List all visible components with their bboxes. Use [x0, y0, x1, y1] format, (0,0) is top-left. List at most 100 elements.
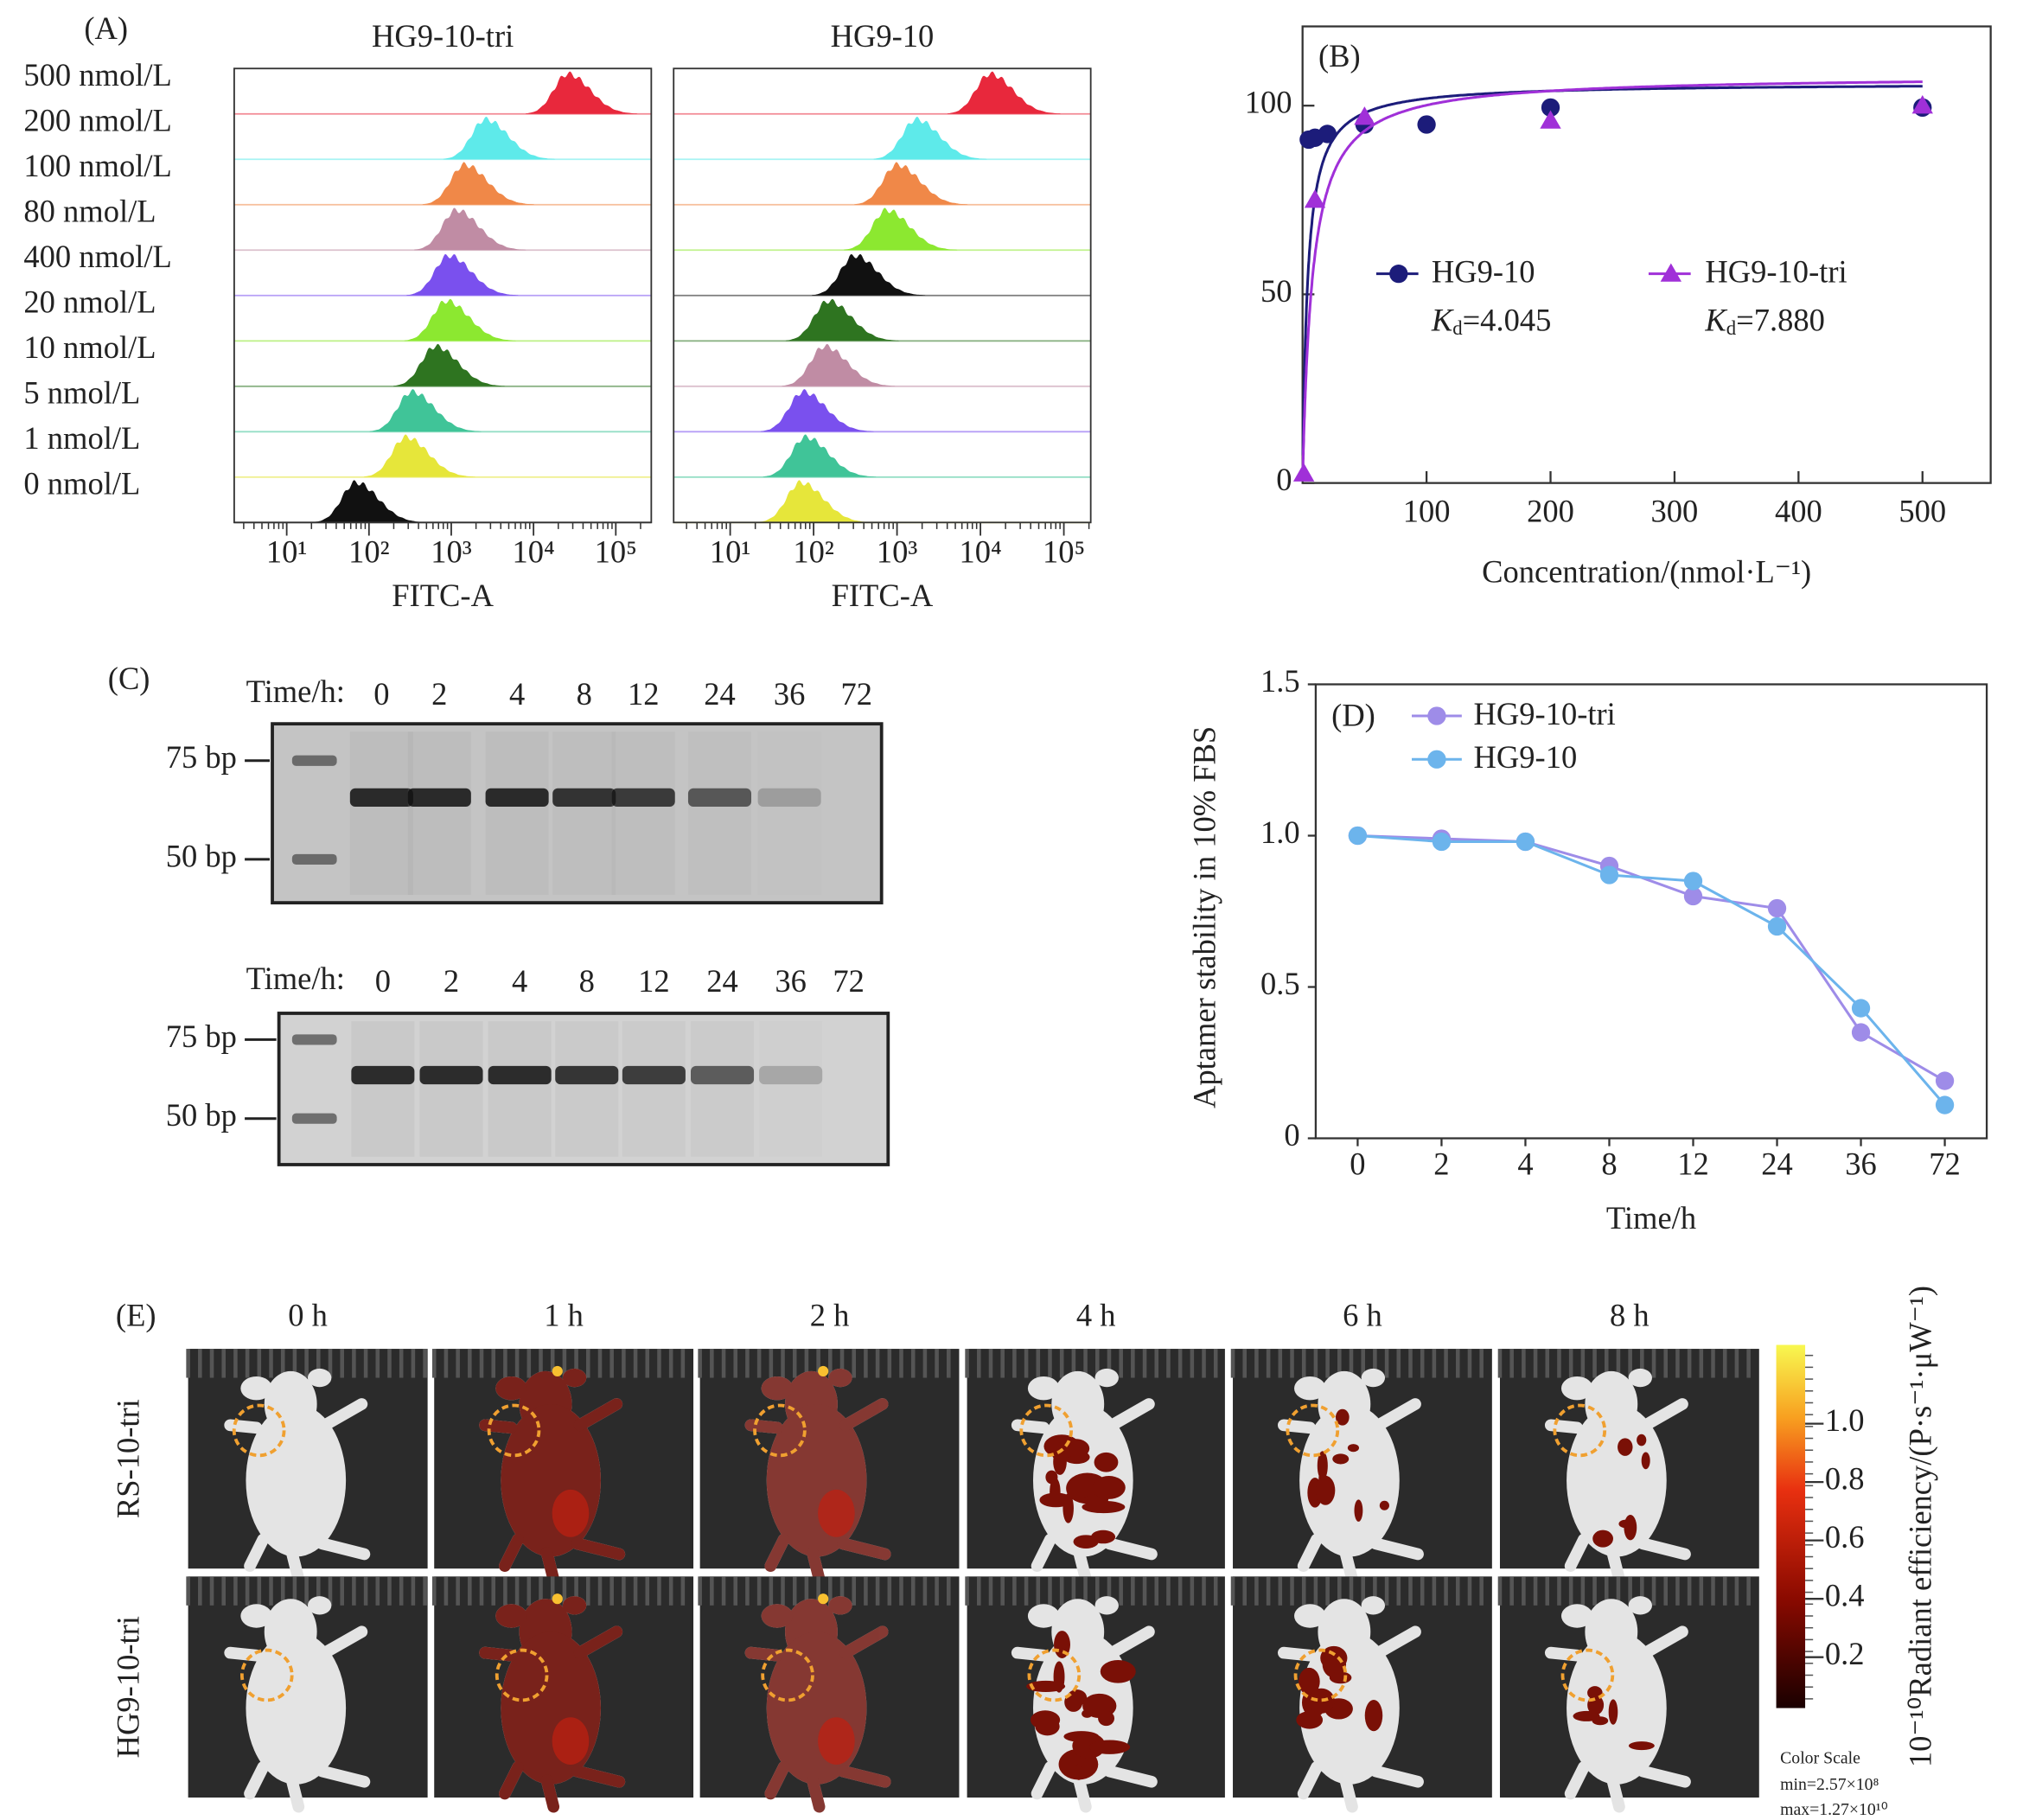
- kd-symbol: K: [1704, 303, 1727, 338]
- signal-blob: [1379, 1500, 1389, 1510]
- mouse-ear: [761, 1604, 794, 1628]
- time-label: 8 h: [1610, 1297, 1650, 1332]
- lane-label: 0: [373, 676, 389, 712]
- plot-frame: [1314, 683, 1988, 1140]
- time-label: 2 h: [810, 1297, 850, 1332]
- roi-circle: [487, 1403, 541, 1458]
- roi-circle: [1293, 1648, 1348, 1702]
- ladder-band: [291, 1034, 337, 1045]
- ladder-band: [291, 853, 337, 865]
- legend-marker: [1389, 265, 1408, 284]
- colorbar-tick-label: 0.8: [1825, 1461, 1865, 1497]
- marker: [1851, 999, 1871, 1018]
- signal-hotspot: [552, 1593, 563, 1605]
- scale-title: Color Scale: [1780, 1748, 1860, 1767]
- x-tick-label: 10³: [431, 534, 472, 570]
- histogram: [369, 389, 482, 432]
- marker: [1432, 832, 1452, 852]
- image-panel: [965, 1576, 1225, 1813]
- x-tick-label: 300: [1651, 494, 1699, 529]
- kd-value: =7.880: [1736, 303, 1825, 338]
- signal-blob: [1026, 1680, 1066, 1692]
- row-label: 5 nmol/L: [23, 375, 140, 411]
- signal-blob: [1354, 1499, 1363, 1522]
- y-tick-label: 0: [1284, 1117, 1299, 1153]
- row-label: 500 nmol/L: [23, 57, 171, 93]
- time-label: Time/h:: [246, 961, 345, 996]
- signal-blob: [1608, 1699, 1618, 1725]
- x-tick-label: 12: [1677, 1146, 1709, 1181]
- histogram: [873, 116, 987, 160]
- signal-blob: [1637, 1434, 1647, 1446]
- marker: [1851, 1023, 1871, 1042]
- gel-band: [759, 1065, 823, 1085]
- marker: [1304, 189, 1326, 208]
- mouse-ear: [1094, 1368, 1119, 1388]
- lane-label: 36: [775, 963, 807, 999]
- image-panel: [186, 1349, 428, 1586]
- row-label: 0 nmol/L: [23, 466, 140, 501]
- mouse-ear: [307, 1368, 332, 1388]
- series-line: [1357, 833, 1946, 1107]
- histogram: [422, 162, 535, 205]
- gel-band: [351, 1065, 415, 1085]
- marker: [1540, 110, 1561, 129]
- panel-label: (E): [116, 1297, 156, 1332]
- row-label: 20 nmol/L: [23, 284, 156, 320]
- roi-circle: [1560, 1648, 1615, 1702]
- x-tick-label: 10⁴: [513, 534, 555, 570]
- time-label: 6 h: [1343, 1297, 1382, 1332]
- histogram: [406, 253, 519, 296]
- fit-curve: [1301, 85, 1923, 456]
- image-panel: [1230, 1349, 1492, 1586]
- lane-smear: [759, 1021, 822, 1157]
- mouse-ear: [1628, 1596, 1652, 1615]
- lane-label: 12: [628, 676, 660, 712]
- image-panel: [698, 1576, 960, 1813]
- chart-title: HG9-10-tri: [372, 18, 514, 54]
- histogram: [443, 116, 556, 160]
- lane-label: 0: [375, 963, 391, 999]
- signal-blob: [1347, 1444, 1360, 1453]
- marker: [1516, 832, 1535, 852]
- row-label: 100 nmol/L: [23, 148, 171, 183]
- image-panel: [698, 1349, 960, 1586]
- signal-hotspot: [818, 1717, 855, 1765]
- lane-smear: [351, 1021, 415, 1157]
- mouse-limbs: [479, 1398, 626, 1586]
- series-line: [1357, 833, 1946, 1082]
- signal-blob: [1088, 1740, 1131, 1754]
- lane-label: 24: [706, 963, 738, 999]
- chart-title: HG9-10: [831, 18, 935, 54]
- signal-blob: [1641, 1452, 1650, 1470]
- histogram: [392, 343, 506, 386]
- row-label: 80 nmol/L: [23, 194, 156, 229]
- signal-blob: [1100, 1659, 1136, 1683]
- lane-label: 72: [841, 676, 873, 712]
- row-label: 200 nmol/L: [23, 103, 171, 138]
- histogram: [947, 71, 1062, 114]
- histogram: [760, 389, 875, 432]
- image-panel: [965, 1349, 1225, 1586]
- x-tick-label: 10³: [877, 534, 918, 570]
- mouse-ear: [828, 1596, 852, 1615]
- signal-blob: [1618, 1438, 1633, 1456]
- signal-blob: [1332, 1453, 1350, 1465]
- lane-label: 8: [577, 676, 592, 712]
- lane-smear: [758, 731, 821, 895]
- lane-label: 36: [774, 676, 806, 712]
- mouse-limbs: [1544, 1398, 1691, 1586]
- lane-smear: [488, 1021, 552, 1157]
- marker-label: 50 bp: [166, 838, 237, 873]
- legend-label: HG9-10: [1474, 739, 1578, 775]
- marker: [1767, 898, 1787, 918]
- image-panel: [431, 1576, 694, 1813]
- signal-hotspot: [818, 1365, 829, 1377]
- gel: [277, 1012, 890, 1166]
- roi-circle: [761, 1648, 814, 1702]
- lane-label: 72: [833, 963, 865, 999]
- signal-hotspot: [552, 1489, 590, 1537]
- mouse-ear: [1294, 1376, 1326, 1401]
- gel-band: [552, 788, 616, 808]
- colorbar-tick-label: 0.6: [1825, 1519, 1865, 1555]
